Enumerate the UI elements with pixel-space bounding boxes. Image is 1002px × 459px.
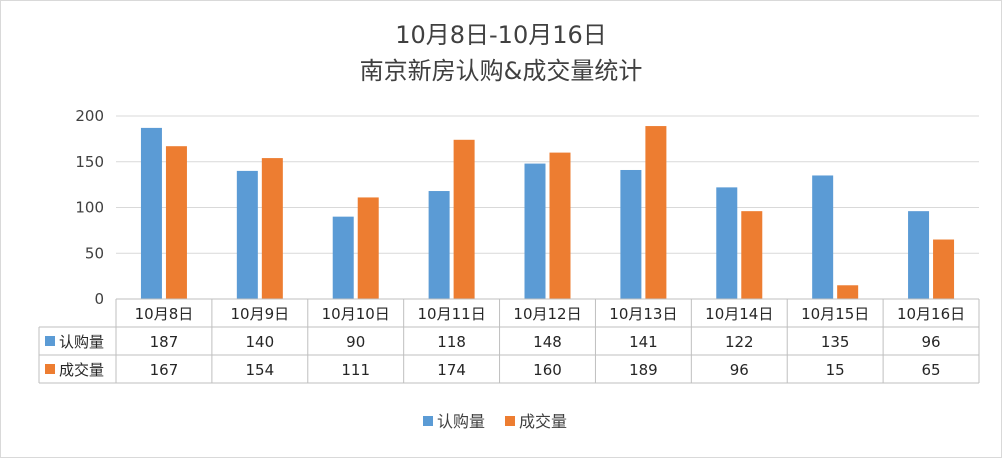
bar-subscription (236, 170, 258, 299)
bar-subscription (908, 211, 930, 299)
bar-transaction (453, 139, 475, 299)
table-cell-value: 189 (629, 361, 658, 379)
table-cell-value: 135 (821, 333, 850, 351)
table-cell-value: 90 (346, 333, 365, 351)
table-cell-value: 174 (437, 361, 466, 379)
y-tick-label: 150 (75, 153, 104, 171)
bar-subscription (428, 191, 450, 299)
x-tick-label: 10月9日 (231, 305, 290, 323)
table-cell-value: 96 (730, 361, 749, 379)
chart-subtitle: 南京新房认购&成交量统计 (360, 57, 643, 85)
table-cell-value: 122 (725, 333, 754, 351)
legend-key (505, 416, 515, 426)
table-cell-value: 148 (533, 333, 562, 351)
bar-transaction (165, 146, 187, 299)
bar-transaction (741, 211, 763, 299)
bar-subscription (524, 163, 546, 299)
x-tick-label: 10月12日 (513, 305, 581, 323)
bar-transaction (357, 197, 379, 299)
bar-subscription (620, 169, 642, 299)
bar-subscription (812, 175, 834, 299)
table-cell-value: 118 (437, 333, 466, 351)
grid-lines (116, 115, 979, 254)
table-cell-value: 96 (922, 333, 941, 351)
y-axis: 0 50 100 150 200 (75, 107, 104, 308)
x-tick-label: 10月10日 (322, 305, 390, 323)
x-tick-label: 10月11日 (418, 305, 486, 323)
bar-transaction (549, 152, 571, 299)
x-tick-label: 10月15日 (801, 305, 869, 323)
chart-title: 10月8日-10月16日 (395, 21, 607, 49)
table-legend-key (45, 336, 55, 346)
y-tick-label: 50 (85, 244, 104, 262)
bar-transaction (645, 126, 667, 299)
legend-label: 认购量 (437, 412, 485, 431)
x-tick-label: 10月8日 (135, 305, 194, 323)
legend-key (423, 416, 433, 426)
bar-subscription (140, 127, 162, 300)
table-cell-value: 154 (246, 361, 275, 379)
bar-subscription (716, 187, 738, 299)
legend-label: 成交量 (519, 412, 567, 431)
legend: 认购量 成交量 (423, 412, 567, 431)
table-series-label: 认购量 (59, 333, 104, 351)
y-tick-label: 100 (75, 199, 104, 217)
table-cell-value: 111 (341, 361, 370, 379)
x-tick-label: 10月13日 (609, 305, 677, 323)
table-series-label: 成交量 (59, 361, 104, 379)
bars (140, 126, 955, 300)
bar-transaction (933, 239, 955, 299)
table-cell-value: 167 (150, 361, 179, 379)
table-cell-value: 160 (533, 361, 562, 379)
y-tick-label: 200 (75, 107, 104, 125)
table-cell-value: 140 (246, 333, 275, 351)
y-tick-label: 0 (94, 290, 104, 308)
data-table: 10月8日 10月9日 10月10日 10月11日 10月12日 10月13日 10月14日… (38, 298, 980, 384)
bar-transaction (837, 285, 859, 299)
bar-transaction (261, 158, 283, 299)
table-cell-value: 187 (150, 333, 179, 351)
table-cell-value: 141 (629, 333, 658, 351)
table-legend-key (45, 364, 55, 374)
table-cell-value: 65 (922, 361, 941, 379)
table-cell-value: 15 (826, 361, 845, 379)
bar-subscription (332, 216, 354, 299)
x-tick-label: 10月16日 (897, 305, 965, 323)
x-tick-label: 10月14日 (705, 305, 773, 323)
